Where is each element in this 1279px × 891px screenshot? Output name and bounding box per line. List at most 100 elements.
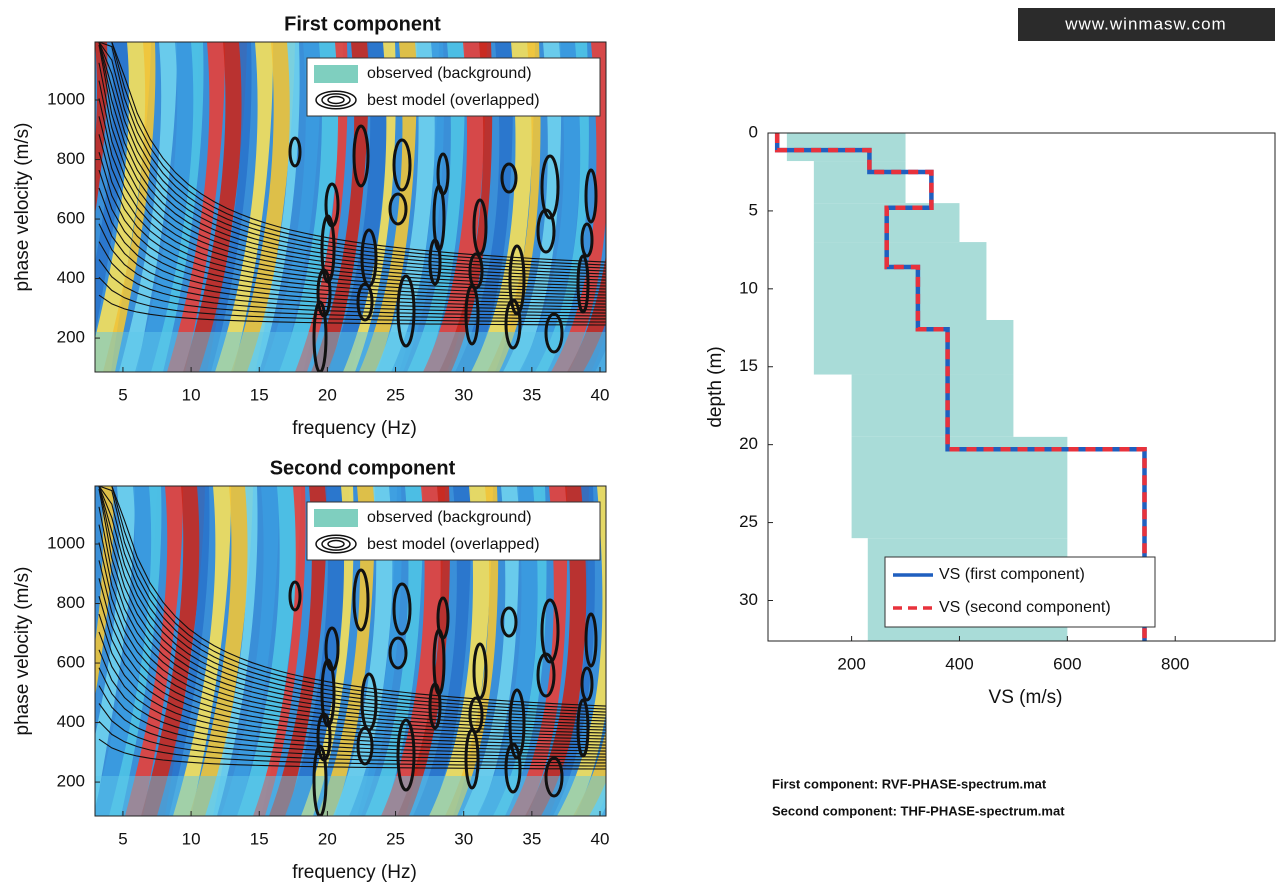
x-tick-label: 10 [182,385,201,404]
stripe [359,42,418,372]
search-band [786,133,906,162]
axes-frame [767,132,1276,642]
vs-line [774,133,1147,641]
contour [98,169,606,305]
legend-label: best model (overlapped) [367,536,540,553]
legend-swatch [314,509,358,527]
contour [392,138,412,192]
contour [584,612,598,668]
stripe [557,486,606,816]
contour [508,244,526,316]
chart-title: First component [284,13,441,35]
legend-label: VS (first component) [939,566,1085,583]
stripe [221,486,280,816]
stripe [199,42,252,372]
x-tick-label: 600 [1053,654,1081,673]
x-tick-label: 5 [118,829,127,848]
stripe [125,486,184,816]
contour [396,274,416,348]
contour [580,666,594,702]
contour [98,667,606,758]
stripe [135,42,199,372]
contour [98,578,606,743]
x-axis-label: VS (m/s) [989,687,1063,708]
contour [500,162,518,194]
y-tick-label: 10 [739,278,758,297]
x-tick-label: 200 [837,654,865,673]
stripe [541,486,595,816]
contour [544,312,564,354]
contour [352,568,370,632]
contour [98,42,606,269]
plot [774,133,1147,641]
axes-frame [94,485,607,817]
stripe [95,42,130,336]
contour [98,277,606,323]
legend-box [884,556,1156,628]
y-tick-label: 30 [739,590,758,609]
search-band [813,319,1014,375]
x-tick-label: 15 [250,385,269,404]
contour [472,198,488,256]
contour [98,241,606,317]
contour [576,254,590,314]
contour [540,154,560,220]
y-tick-label: 15 [739,356,758,375]
contour [288,136,302,168]
x-tick-label: 5 [118,385,127,404]
x-tick-label: 400 [945,654,973,673]
contour [98,134,606,299]
contour [98,613,606,749]
x-tick-label: 20 [318,385,337,404]
y-tick-label: 25 [739,512,758,531]
contour [536,652,556,698]
contour [388,636,408,670]
y-tick-label: 800 [57,593,85,612]
stripe [141,486,205,816]
x-tick-label: 40 [591,829,610,848]
x-tick-label: 25 [386,829,405,848]
contour [356,282,374,322]
x-tick-label: 30 [454,829,473,848]
contour [584,168,598,224]
stripe [311,42,370,372]
y-tick-label: 0 [749,122,758,141]
stripe [189,486,253,816]
contour [98,631,606,752]
search-band [851,436,1068,539]
lowband [95,776,606,816]
legend-swatch [327,95,345,105]
y-axis-label: depth (m) [705,346,726,427]
contour [508,688,526,760]
contour [98,721,606,767]
contour [396,718,416,792]
chart-title: Second component [270,457,456,479]
stripe [237,486,301,816]
x-tick-label: 25 [386,385,405,404]
note: Second component: THF-PHASE-spectrum.mat [772,803,1065,818]
contour [536,208,556,254]
contour [576,698,590,758]
stripe [95,486,114,697]
contour [428,682,442,730]
x-axis-label: frequency (Hz) [292,418,417,439]
stripe [333,486,397,816]
y-axis-label: phase velocity (m/s) [12,123,33,292]
stripe [429,486,493,816]
contour [468,252,484,290]
contour [312,300,328,372]
x-axis-label: frequency (Hz) [292,862,417,883]
stripe [183,42,247,372]
stripe [167,42,226,372]
stripe [95,486,136,816]
x-tick-label: 20 [318,829,337,848]
x-tick-label: 10 [182,829,201,848]
y-tick-label: 800 [57,149,85,168]
contour [98,205,606,311]
contour [500,606,518,638]
contour [356,726,374,766]
contour [98,685,606,761]
y-tick-label: 20 [739,434,758,453]
contour [98,187,606,308]
